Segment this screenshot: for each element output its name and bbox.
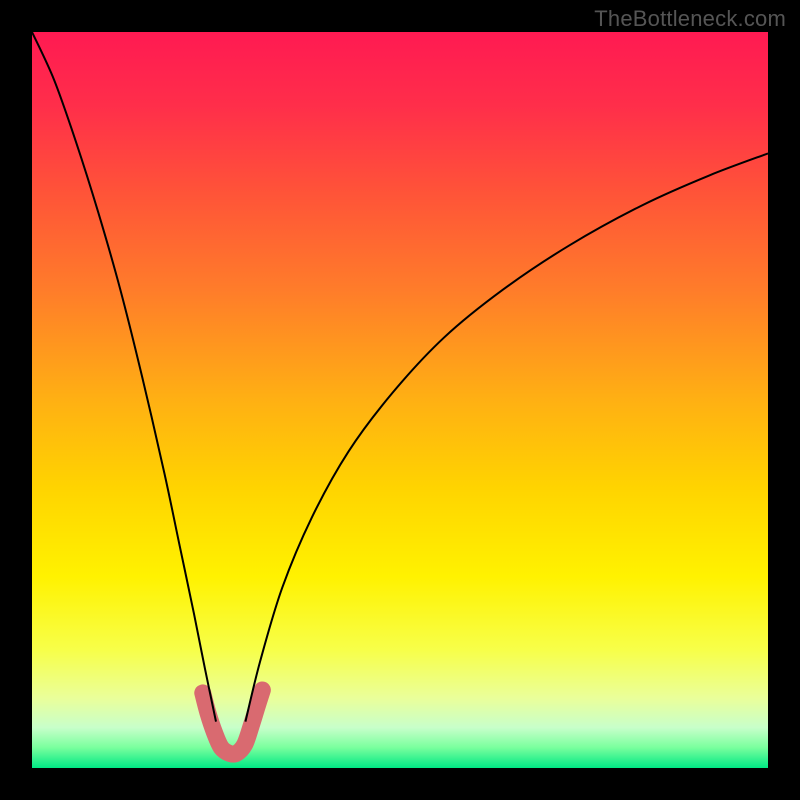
chart-background <box>32 32 768 768</box>
watermark-text: TheBottleneck.com <box>594 6 786 32</box>
plot-area <box>32 32 768 768</box>
bottleneck-chart <box>32 32 768 768</box>
chart-container: TheBottleneck.com <box>0 0 800 800</box>
